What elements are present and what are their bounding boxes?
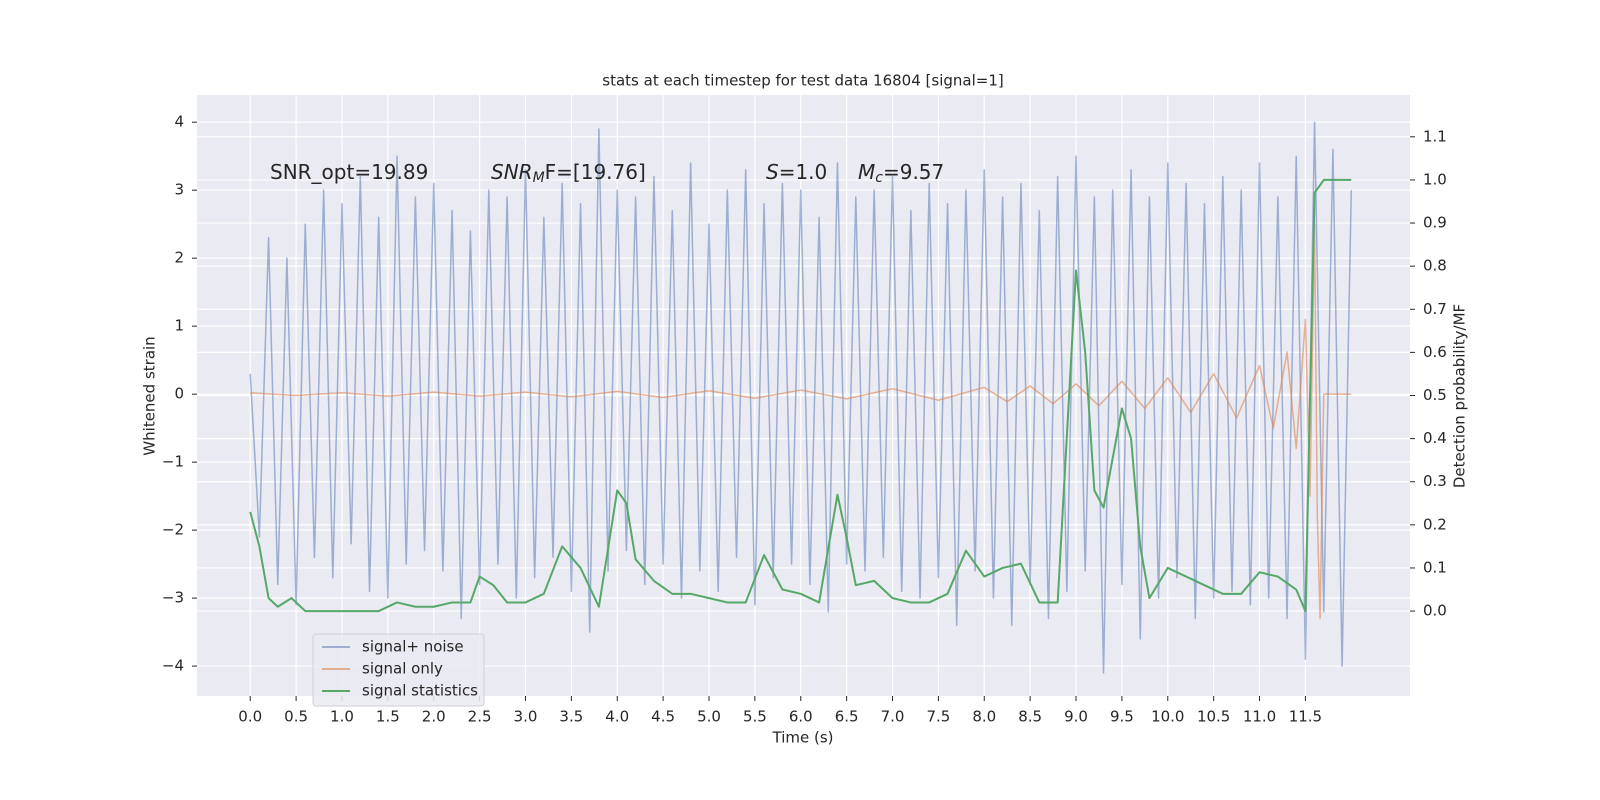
x-tick-label: 11.5 <box>1289 708 1322 726</box>
y2-tick-label: 0.3 <box>1423 472 1447 490</box>
chart-title: stats at each timestep for test data 168… <box>602 72 1003 90</box>
x-tick-label: 1.0 <box>330 708 354 726</box>
y-axis-label: Whitened strain <box>141 336 159 455</box>
x-tick-label: 7.5 <box>926 708 950 726</box>
annotation-part: SNR_opt=19.89 <box>270 160 428 184</box>
annotation-part: =9.57 <box>883 160 944 184</box>
x-tick-label: 3.0 <box>514 708 538 726</box>
annotation: SNR_opt=19.89 <box>270 160 428 184</box>
y2-tick-label: 0.9 <box>1423 214 1447 232</box>
x-tick-label: 2.0 <box>422 708 446 726</box>
x-tick-label: 1.5 <box>376 708 400 726</box>
x-tick-label: 0.5 <box>284 708 308 726</box>
x-tick-label: 10.0 <box>1151 708 1184 726</box>
x-tick-label: 5.0 <box>697 708 721 726</box>
y2-tick-label: 0.0 <box>1423 602 1447 620</box>
series-line <box>249 178 1352 613</box>
legend-label: signal only <box>362 660 443 678</box>
annotation-part: SNR <box>491 160 533 184</box>
annotation-part: =1.0 <box>779 160 828 184</box>
annotation-part: c <box>875 170 883 186</box>
legend-box <box>312 633 485 707</box>
annotation: SNRMF=[19.76] <box>491 160 646 187</box>
y2-tick-label: 0.1 <box>1423 558 1447 576</box>
x-tick-label: 9.0 <box>1064 708 1088 726</box>
y-tick-label: −4 <box>162 657 184 675</box>
x-tick-label: 7.0 <box>881 708 905 726</box>
y2-tick-label: 1.1 <box>1423 127 1447 145</box>
x-tick-label: 5.5 <box>743 708 767 726</box>
series-line <box>250 223 1352 620</box>
x-tick-label: 11.0 <box>1243 708 1276 726</box>
annotation: S=1.0 <box>766 160 827 184</box>
y-tick-label: −2 <box>162 521 184 539</box>
y-tick-label: 0 <box>174 385 184 403</box>
y-tick-label: 3 <box>174 181 184 199</box>
annotation-part: M <box>858 160 875 184</box>
x-tick-label: 8.0 <box>972 708 996 726</box>
y2-tick-label: 0.7 <box>1423 300 1447 318</box>
x-tick-label: 2.5 <box>468 708 492 726</box>
annotation-part: S <box>766 160 779 184</box>
y2-tick-label: 0.2 <box>1423 515 1447 533</box>
x-tick-label: 6.5 <box>835 708 859 726</box>
y2-tick-label: 0.5 <box>1423 386 1447 404</box>
x-tick-label: 10.5 <box>1197 708 1230 726</box>
x-tick-label: 4.5 <box>651 708 675 726</box>
x-axis-label: Time (s) <box>772 729 834 747</box>
x-tick-label: 6.0 <box>789 708 813 726</box>
legend-label: signal+ noise <box>362 638 464 656</box>
legend-label: signal statistics <box>362 682 478 700</box>
x-tick-label: 3.5 <box>559 708 583 726</box>
y2-axis-label: Detection probability/MF <box>1451 304 1469 488</box>
y-tick-label: 4 <box>174 113 184 131</box>
y-tick-label: 1 <box>174 317 184 335</box>
x-tick-label: 9.5 <box>1110 708 1134 726</box>
y-tick-label: 2 <box>174 249 184 267</box>
y-tick-label: −3 <box>162 589 184 607</box>
x-tick-label: 8.5 <box>1018 708 1042 726</box>
y-tick-label: −1 <box>162 453 184 471</box>
x-tick-label: 0.0 <box>238 708 262 726</box>
y2-tick-label: 0.8 <box>1423 257 1447 275</box>
x-tick-label: 4.0 <box>605 708 629 726</box>
y2-tick-label: 0.6 <box>1423 343 1447 361</box>
annotation: Mc=9.57 <box>858 160 944 187</box>
annotation-part: F=[19.76] <box>545 160 646 184</box>
y2-tick-label: 1.0 <box>1423 170 1447 188</box>
series-line <box>249 121 1353 674</box>
y2-tick-label: 0.4 <box>1423 429 1447 447</box>
annotation-part: M <box>533 170 545 186</box>
